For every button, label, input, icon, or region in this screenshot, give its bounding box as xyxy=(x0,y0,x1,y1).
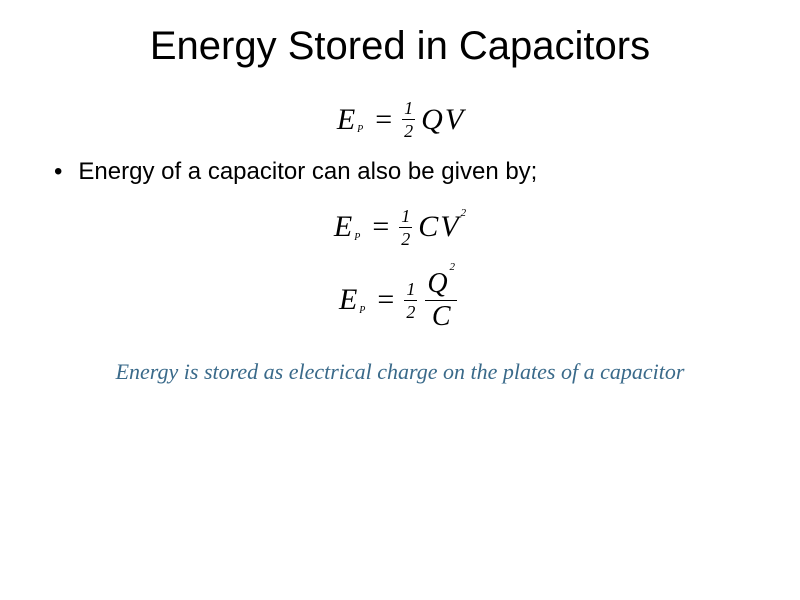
symbol-squared: 2 xyxy=(450,262,456,273)
caption: Energy is stored as electrical charge on… xyxy=(40,359,760,385)
frac-den: 2 xyxy=(402,122,415,140)
frac-line xyxy=(404,300,417,301)
symbol-sub-P: P xyxy=(359,305,365,316)
symbol-E: E xyxy=(339,283,357,317)
symbol-sub-P: P xyxy=(357,124,363,135)
frac-num: 1 xyxy=(404,280,417,298)
symbol-C: C xyxy=(430,303,453,331)
slide-title: Energy Stored in Capacitors xyxy=(40,24,760,69)
symbol-sub-P: P xyxy=(354,232,360,243)
frac-line xyxy=(399,227,412,228)
frac-num: 1 xyxy=(399,207,412,225)
symbol-Q: Q xyxy=(427,270,447,298)
fraction-half-3: 1 2 xyxy=(404,280,417,321)
frac-line xyxy=(402,119,415,120)
symbol-eq: = xyxy=(377,283,394,317)
frac-den: 2 xyxy=(404,303,417,321)
symbol-E: E xyxy=(334,210,352,244)
fraction-half-2: 1 2 xyxy=(399,207,412,248)
fraction-q2-over-c: Q 2 C xyxy=(425,270,457,331)
symbol-squared: 2 xyxy=(461,207,467,219)
frac-num-q2: Q 2 xyxy=(425,270,457,298)
formula-1-content: E P = 1 2 Q V xyxy=(337,99,463,140)
symbol-eq: = xyxy=(372,210,389,244)
symbol-V: V xyxy=(440,210,458,244)
symbol-Q: Q xyxy=(421,103,443,137)
formula-2-content: E P = 1 2 C V 2 xyxy=(334,207,466,248)
symbol-E: E xyxy=(337,103,355,137)
formula-3: E P = 1 2 Q 2 C xyxy=(40,270,760,331)
bullet-dot: • xyxy=(54,158,62,187)
symbol-V: V xyxy=(445,103,463,137)
slide: Energy Stored in Capacitors E P = 1 2 Q … xyxy=(0,0,800,600)
symbol-C: C xyxy=(418,210,438,244)
formula-3-content: E P = 1 2 Q 2 C xyxy=(339,270,461,331)
frac-num: 1 xyxy=(402,99,415,117)
fraction-half-1: 1 2 xyxy=(402,99,415,140)
bullet-1-text: Energy of a capacitor can also be given … xyxy=(78,158,537,186)
formula-1: E P = 1 2 Q V xyxy=(40,99,760,140)
formula-2: E P = 1 2 C V 2 xyxy=(40,207,760,248)
symbol-eq: = xyxy=(375,103,392,137)
frac-den: 2 xyxy=(399,230,412,248)
bullet-1: • Energy of a capacitor can also be give… xyxy=(54,158,760,187)
